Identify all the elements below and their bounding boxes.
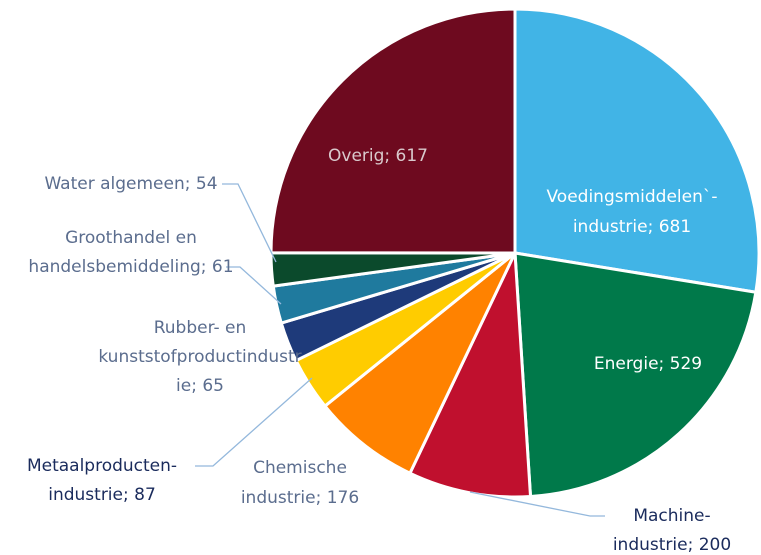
- data-label: Overig; 617: [328, 146, 428, 166]
- pie-slice: [513, 251, 758, 499]
- pie-slice: [408, 251, 533, 499]
- pie-slice: [269, 7, 517, 255]
- leader-line: [195, 377, 313, 467]
- data-label: industrie; 200: [613, 535, 731, 555]
- data-label: Voedingsmiddelen`-: [546, 187, 717, 207]
- data-label: handelsbemiddeling; 61: [28, 257, 233, 277]
- data-label: industrie; 681: [573, 217, 691, 237]
- data-label: industrie; 176: [241, 488, 359, 508]
- data-label: Groothandel en: [65, 228, 197, 248]
- data-label: ie; 65: [176, 376, 224, 396]
- data-label: Rubber- en: [154, 318, 247, 338]
- data-label: Metaalproducten-: [27, 456, 177, 476]
- data-label: Chemische: [253, 458, 347, 478]
- data-label: Water algemeen; 54: [44, 174, 217, 194]
- leader-line: [469, 491, 605, 517]
- leader-line: [222, 183, 277, 263]
- data-label: kunststofproductindustr: [98, 347, 301, 367]
- data-label: Energie; 529: [594, 354, 702, 374]
- data-label: industrie; 87: [48, 485, 156, 505]
- pie-slice: [323, 251, 517, 475]
- data-label: Machine-: [633, 506, 710, 526]
- leader-line: [226, 266, 282, 305]
- pie-slice: [513, 7, 761, 294]
